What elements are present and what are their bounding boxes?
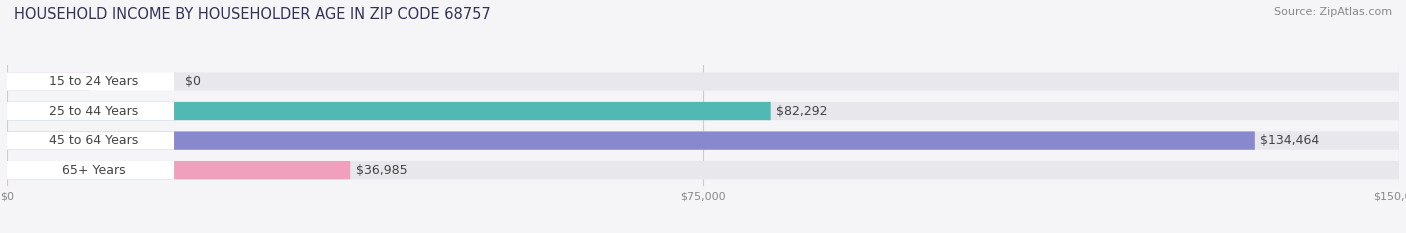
FancyBboxPatch shape: [7, 102, 1399, 120]
Text: Source: ZipAtlas.com: Source: ZipAtlas.com: [1274, 7, 1392, 17]
FancyBboxPatch shape: [7, 161, 174, 179]
Text: 65+ Years: 65+ Years: [62, 164, 125, 177]
FancyBboxPatch shape: [7, 131, 1254, 150]
Text: $82,292: $82,292: [776, 105, 828, 117]
FancyBboxPatch shape: [7, 131, 174, 150]
Text: $134,464: $134,464: [1260, 134, 1320, 147]
Text: HOUSEHOLD INCOME BY HOUSEHOLDER AGE IN ZIP CODE 68757: HOUSEHOLD INCOME BY HOUSEHOLDER AGE IN Z…: [14, 7, 491, 22]
FancyBboxPatch shape: [7, 72, 174, 91]
FancyBboxPatch shape: [7, 72, 1399, 91]
Text: 15 to 24 Years: 15 to 24 Years: [49, 75, 139, 88]
FancyBboxPatch shape: [7, 161, 350, 179]
Text: 25 to 44 Years: 25 to 44 Years: [49, 105, 139, 117]
FancyBboxPatch shape: [7, 131, 1399, 150]
Text: 45 to 64 Years: 45 to 64 Years: [49, 134, 139, 147]
Text: $0: $0: [186, 75, 201, 88]
FancyBboxPatch shape: [7, 102, 770, 120]
FancyBboxPatch shape: [7, 102, 174, 120]
FancyBboxPatch shape: [7, 72, 90, 91]
Text: $36,985: $36,985: [356, 164, 408, 177]
FancyBboxPatch shape: [7, 161, 1399, 179]
